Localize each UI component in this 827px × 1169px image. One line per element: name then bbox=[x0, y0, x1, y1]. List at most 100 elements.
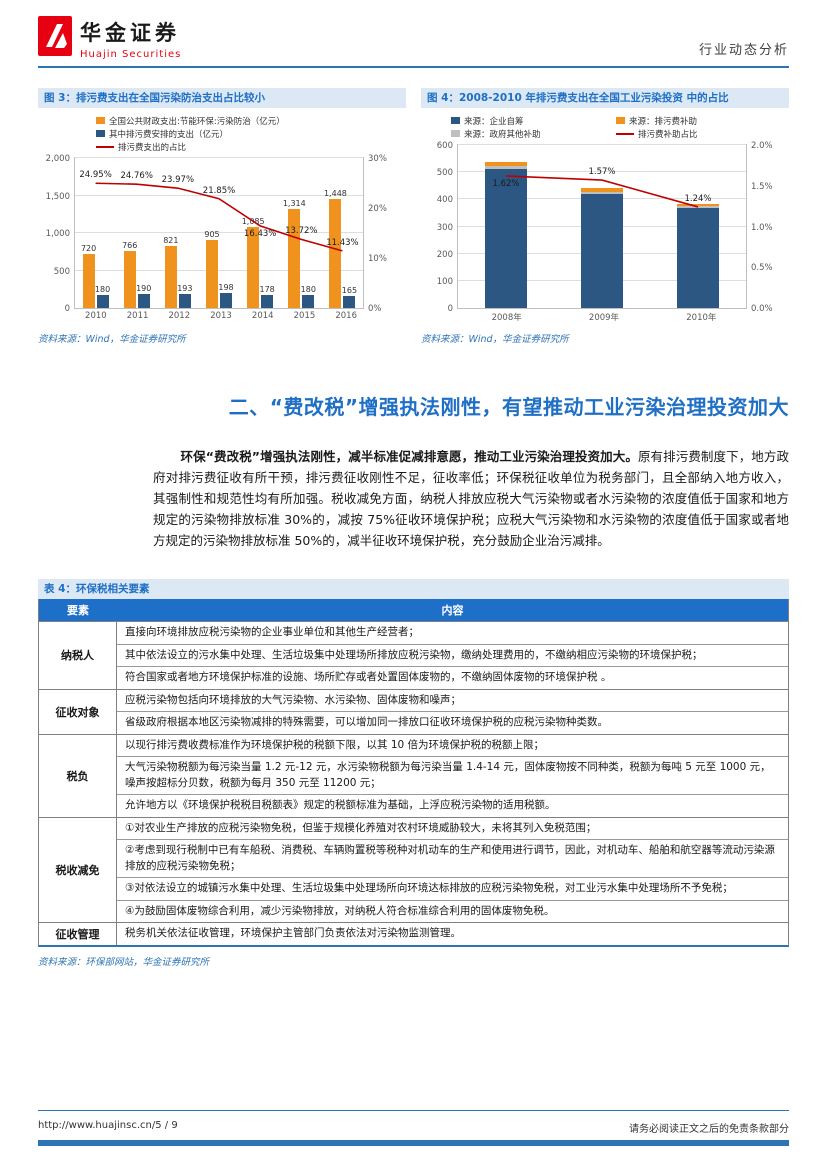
footer-disclaimer: 请务必阅读正文之后的免责条款部分 bbox=[629, 1124, 789, 1135]
table-cell-content: ①对农业生产排放的应税污染物免税，但鉴于规模化养殖对农村环境威胁较大，未将其列入… bbox=[117, 818, 788, 923]
stacked-bar-segment bbox=[677, 203, 719, 207]
x-axis-labels: 2008年 2009年 2010年 bbox=[458, 311, 750, 324]
line-value-label: 13.72% bbox=[285, 226, 318, 237]
footer-url-page: http://www.huajinsc.cn/5 / 9 bbox=[38, 1120, 178, 1135]
stacked-bar-segment bbox=[485, 162, 527, 167]
page-header: 华金证券 Huajin Securities 行业动态分析 bbox=[38, 0, 789, 68]
x-axis-labels: 2010 2011 2012 2013 2014 2015 2016 bbox=[75, 311, 367, 324]
bar bbox=[261, 294, 274, 308]
bar bbox=[206, 240, 218, 308]
footer-url: http://www.huajinsc.cn/ bbox=[38, 1120, 156, 1131]
table-row: 税收减免 ①对农业生产排放的应税污染物免税，但鉴于规模化养殖对农村环境威胁较大，未… bbox=[39, 816, 788, 923]
legend-box-swatch bbox=[451, 130, 460, 137]
legend-item: 排污费支出的占比 bbox=[96, 140, 406, 153]
x-tick-label: 2011 bbox=[126, 311, 149, 321]
figure-3-source: 资料来源：Wind，华金证券研究所 bbox=[38, 334, 186, 345]
bar bbox=[96, 294, 109, 308]
stacked-bar-segment bbox=[485, 166, 527, 169]
footer-accent-bar bbox=[38, 1140, 789, 1146]
figure-3-title: 图 3：排污费支出在全国污染防治支出占比较小 bbox=[38, 88, 406, 108]
table-content-item: 应税污染物包括向环境排放的大气污染物、水污染物、固体废物和噪声； bbox=[125, 693, 461, 706]
legend-item: 来源：企业自筹 bbox=[451, 114, 616, 127]
page-footer: http://www.huajinsc.cn/5 / 9 请务必阅读正文之后的免… bbox=[38, 1110, 789, 1135]
bar-value-label: 165 bbox=[341, 285, 358, 295]
table-row: 征收管理 税务机关依法征收管理，环境保护主管部门负责依法对污染物监测管理。 bbox=[39, 922, 788, 945]
bar bbox=[137, 293, 150, 308]
table-content-item: 税务机关依法征收管理，环境保护主管部门负责依法对污染物监测管理。 bbox=[125, 927, 461, 939]
figure-4: 图 4：2008-2010 年排污费支出在全国工业污染投资 中的占比 来源：企业… bbox=[421, 88, 789, 345]
bar-value-label: 1,448 bbox=[323, 189, 347, 199]
line-value-label: 1.24% bbox=[684, 193, 712, 204]
table-content-item: ④为鼓励固体废物综合利用，减少污染物排放，对纳税人符合标准综合利用的固体废物免税… bbox=[117, 899, 788, 923]
stacked-bar-segment bbox=[485, 168, 527, 308]
x-tick-label: 2008年 bbox=[491, 313, 522, 323]
charts-row: 图 3：排污费支出在全国污染防治支出占比较小 全国公共财政支出:节能环保:污染防… bbox=[38, 88, 789, 345]
table-content-item: 直接向环境排放应税污染物的企业事业单位和其他生产经营者； bbox=[125, 626, 419, 638]
stacked-bar-segment bbox=[581, 193, 623, 308]
brand-name-cn: 华金证券 bbox=[80, 20, 180, 45]
report-type-label: 行业动态分析 bbox=[698, 43, 789, 58]
left-axis: 0 500 1,000 1,500 2,000 bbox=[45, 154, 70, 314]
table-cell-content: 以现行排污费收费标准作为环境保护税的税额下限，以其 10 倍为环境保护税的税额上… bbox=[117, 735, 788, 817]
table-row: 纳税人 直接向环境排放应税污染物的企业事业单位和其他生产经营者； 其中依法设立的污水… bbox=[39, 621, 788, 689]
legend-box-swatch bbox=[96, 130, 105, 137]
bar-value-label: 178 bbox=[259, 284, 275, 294]
plot-area: 1.62% 1.57% 1.24% bbox=[457, 144, 747, 309]
paragraph-text: 原有排污费制度下，地方政府对排污费征收有所干预，排污费征收刚性不足，征收率低；环… bbox=[153, 449, 789, 548]
legend-item: 来源：政府其他补助 bbox=[451, 127, 616, 140]
figure-3-chart: 全国公共财政支出:节能环保:污染防治（亿元） 其中排污费安排的支出（亿元） 排污费支… bbox=[38, 108, 406, 324]
legend-box-swatch bbox=[451, 117, 460, 124]
bar-value-label: 905 bbox=[204, 230, 220, 240]
table-row: 税负 以现行排污费收费标准作为环境保护税的税额下限，以其 10 倍为环境保护税的税… bbox=[39, 733, 788, 817]
line-value-label: 21.85% bbox=[202, 185, 236, 196]
brand: 华金证券 Huajin Securities bbox=[38, 16, 181, 60]
bar bbox=[123, 250, 136, 308]
bar-value-label: 821 bbox=[163, 236, 179, 246]
bar-value-label: 198 bbox=[218, 283, 234, 293]
table-header-row: 要素 内容 bbox=[39, 599, 788, 621]
legend-box-swatch bbox=[616, 117, 625, 124]
stacked-bar-segment bbox=[581, 191, 623, 194]
body-paragraph: 环保“费改税”增强执法刚性，减半标准促减排意愿，推动工业污染治理投资加大。原有排… bbox=[153, 446, 789, 551]
bar bbox=[343, 295, 356, 308]
line-value-label: 1.57% bbox=[588, 167, 616, 178]
legend-item: 全国公共财政支出:节能环保:污染防治（亿元） bbox=[96, 114, 406, 127]
line-value-label: 1.62% bbox=[492, 178, 520, 189]
left-axis: 0 100 200 300 400 500 600 bbox=[436, 141, 453, 314]
table-4: 表 4：环保税相关要素 要素 内容 纳税人 直接向环境排放应税污染物的企业事业单位… bbox=[38, 579, 789, 968]
table-content-item: 其中依法设立的污水集中处理、生活垃圾集中处理场所排放应税污染物，缴纳处理费用的，… bbox=[117, 643, 788, 667]
table-4-title: 表 4：环保税相关要素 bbox=[38, 579, 789, 599]
stacked-bar-segment bbox=[677, 206, 719, 209]
stacked-bar-segment bbox=[677, 208, 719, 308]
x-tick-label: 2010 bbox=[85, 311, 107, 321]
table-content-item: ②考虑到现行税制中已有车船税、消费税、车辆购置税等税种对机动车的生产和使用进行调… bbox=[117, 839, 788, 877]
bar-value-label: 180 bbox=[94, 284, 111, 294]
x-tick-label: 2010年 bbox=[686, 313, 717, 323]
x-tick-label: 2012 bbox=[168, 311, 191, 321]
line-value-label: 23.97% bbox=[161, 175, 195, 186]
paragraph-lead-bold: 环保“费改税”增强执法刚性，减半标准促减排意愿，推动工业污染治理投资加大。 bbox=[180, 449, 638, 464]
figure-4-source: 资料来源：Wind，华金证券研究所 bbox=[421, 334, 569, 345]
figure-4-legend: 来源：企业自筹 来源：排污费补助 来源：政府其他补助 排污费补助占比 bbox=[451, 114, 789, 140]
legend-item: 来源：排污费补助 bbox=[616, 114, 789, 127]
table-row: 征收对象 应税污染物包括向环境排放的大气污染物、水污染物、固体废物和噪声； 省级政府… bbox=[39, 688, 788, 734]
table-cell-element: 税负 bbox=[39, 734, 117, 817]
right-axis: 0% 10% 20% 30% bbox=[368, 154, 387, 314]
bar bbox=[302, 294, 315, 308]
bar bbox=[220, 293, 232, 308]
x-tick-label: 2009年 bbox=[588, 313, 620, 323]
legend-line-swatch bbox=[616, 132, 634, 135]
table-cell-content: 应税污染物包括向环境排放的大气污染物、水污染物、固体废物和噪声； 省级政府根据本地… bbox=[117, 690, 788, 734]
line-value-label: 11.43% bbox=[326, 237, 359, 248]
bar bbox=[178, 293, 191, 308]
right-axis: 0.0% 0.5% 1.0% 1.5% 2.0% bbox=[751, 141, 773, 314]
table-cell-element: 税收减免 bbox=[39, 817, 117, 922]
line-value-label: 16.43% bbox=[243, 228, 277, 239]
huajin-logo-icon bbox=[38, 16, 72, 60]
table-cell-content: 直接向环境排放应税污染物的企业事业单位和其他生产经营者； 其中依法设立的污水集中处… bbox=[117, 622, 788, 689]
table-cell-element: 征收对象 bbox=[39, 689, 117, 734]
figure-4-chart: 来源：企业自筹 来源：排污费补助 来源：政府其他补助 排污费补助占比 0 100 200 3… bbox=[421, 108, 789, 324]
x-tick-label: 2015 bbox=[293, 311, 316, 321]
section-heading: 二、“费改税”增强执法刚性，有望推动工业污染治理投资加大 bbox=[228, 395, 789, 419]
